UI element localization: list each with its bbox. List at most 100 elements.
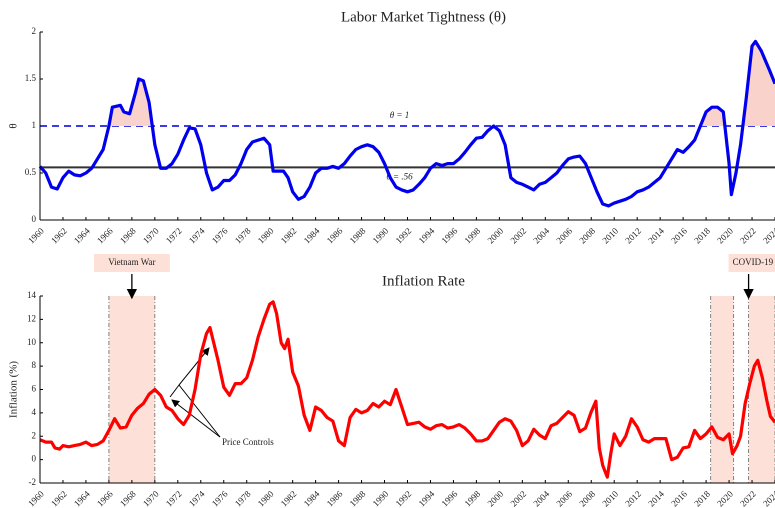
x-tick-label: 2004 — [531, 488, 551, 508]
x-tick-label: 1968 — [118, 488, 138, 508]
x-tick-label: 2014 — [646, 488, 666, 508]
x-tick-label: 1964 — [72, 225, 92, 245]
x-tick-label: 1984 — [302, 488, 322, 508]
x-tick-label: 1964 — [72, 488, 92, 508]
x-tick-label: 2016 — [669, 225, 689, 245]
x-tick-label: 1980 — [256, 225, 276, 245]
x-tick-label: 2012 — [623, 489, 643, 508]
y-tick-label: 12 — [27, 313, 36, 323]
y-tick-label: 2 — [32, 430, 37, 440]
x-tick-label: 1998 — [462, 488, 482, 508]
x-tick-label: 2006 — [554, 225, 574, 245]
y-tick-label: 6 — [32, 384, 37, 394]
band-label-box — [93, 254, 170, 272]
x-tick-label: 1978 — [233, 225, 253, 245]
x-tick-label: 2000 — [485, 488, 505, 508]
y-tick-label: 14 — [27, 290, 37, 300]
x-tick-label: 1962 — [49, 226, 69, 246]
x-tick-label: 1974 — [187, 225, 207, 245]
x-tick-label: 1996 — [440, 488, 460, 508]
y-tick-label: 10 — [27, 337, 37, 347]
reference-label: θ = .56 — [386, 171, 413, 181]
band-label-group: COVID-19 — [728, 254, 775, 272]
shaded-band — [710, 296, 734, 483]
x-tick-label: 1978 — [233, 488, 253, 508]
y-tick-label: 0.5 — [25, 167, 37, 177]
x-tick-label: 1986 — [325, 225, 345, 245]
band-label: COVID-19 — [733, 257, 774, 267]
x-tick-label: 1972 — [164, 489, 184, 508]
chart-title: Inflation Rate — [382, 273, 465, 289]
y-tick-label: -2 — [29, 477, 37, 487]
y-tick-label: 1.5 — [25, 73, 37, 83]
band-label-group: Vietnam War — [93, 254, 170, 272]
shaded-band — [108, 296, 155, 483]
x-tick-label: 1976 — [210, 488, 230, 508]
annotation-arrow — [169, 384, 180, 398]
x-tick-label: 1970 — [141, 225, 161, 245]
x-tick-label: 2020 — [715, 225, 735, 245]
x-tick-label: 1972 — [164, 226, 184, 246]
y-axis-label: Inflation (%) — [8, 361, 20, 418]
x-tick-label: 2020 — [715, 488, 735, 508]
y-tick-label: 0 — [32, 454, 37, 464]
x-tick-label: 2016 — [669, 488, 689, 508]
x-tick-label: 1990 — [371, 225, 391, 245]
y-tick-label: 2 — [32, 26, 37, 36]
x-tick-label: 1980 — [256, 488, 276, 508]
x-tick-label: 2008 — [577, 488, 597, 508]
band-label: Vietnam War — [108, 257, 155, 267]
x-tick-label: 1968 — [118, 225, 138, 245]
shaded-band — [748, 296, 775, 483]
band-label-box — [728, 254, 775, 272]
x-tick-label: 2014 — [646, 225, 666, 245]
x-tick-label: 2022 — [738, 226, 758, 246]
x-tick-label: 1970 — [141, 488, 161, 508]
tight-shade — [40, 41, 775, 126]
x-tick-label: 1990 — [371, 488, 391, 508]
x-tick-label: 1960 — [26, 488, 46, 508]
y-tick-label: 8 — [32, 360, 37, 370]
x-tick-label: 2000 — [485, 225, 505, 245]
y-tick-label: 1 — [32, 120, 37, 130]
x-tick-label: 1988 — [348, 225, 368, 245]
x-tick-label: 2018 — [692, 488, 712, 508]
annotation-arrow — [178, 384, 221, 438]
x-tick-label: 1976 — [210, 225, 230, 245]
x-tick-label: 1994 — [417, 225, 437, 245]
x-tick-label: 1998 — [462, 225, 482, 245]
x-tick-label: 1966 — [95, 225, 115, 245]
x-tick-label: 2002 — [508, 226, 528, 246]
x-tick-label: 2010 — [600, 225, 620, 245]
x-tick-label: 1986 — [325, 488, 345, 508]
x-tick-label: 1960 — [26, 225, 46, 245]
x-tick-label: 1994 — [417, 488, 437, 508]
chart-title: Labor Market Tightness (θ) — [341, 9, 506, 25]
x-tick-label: 1992 — [394, 489, 414, 508]
x-tick-label: 2022 — [738, 489, 758, 508]
y-tick-label: 4 — [32, 407, 37, 417]
x-tick-label: 2004 — [531, 225, 551, 245]
x-tick-label: 1982 — [279, 489, 299, 508]
x-tick-label: 2010 — [600, 488, 620, 508]
x-tick-label: 1988 — [348, 488, 368, 508]
data-line — [38, 39, 775, 208]
data-line — [39, 300, 775, 479]
x-tick-label: 1996 — [440, 225, 460, 245]
annotation-arrow — [171, 399, 221, 438]
annotation: Price Controls — [222, 437, 274, 447]
x-tick-label: 1966 — [95, 488, 115, 508]
annotation-arrow — [178, 347, 210, 386]
x-tick-label: 1962 — [49, 489, 69, 508]
x-tick-label: 2018 — [692, 225, 712, 245]
x-tick-label: 2012 — [623, 226, 643, 246]
x-tick-label: 2024 — [761, 225, 775, 245]
x-tick-label: 2002 — [508, 489, 528, 508]
x-tick-label: 1982 — [279, 226, 299, 246]
x-tick-label: 1992 — [394, 226, 414, 246]
x-tick-label: 2006 — [554, 488, 574, 508]
x-tick-label: 1974 — [187, 488, 207, 508]
x-tick-label: 2024 — [761, 488, 775, 508]
